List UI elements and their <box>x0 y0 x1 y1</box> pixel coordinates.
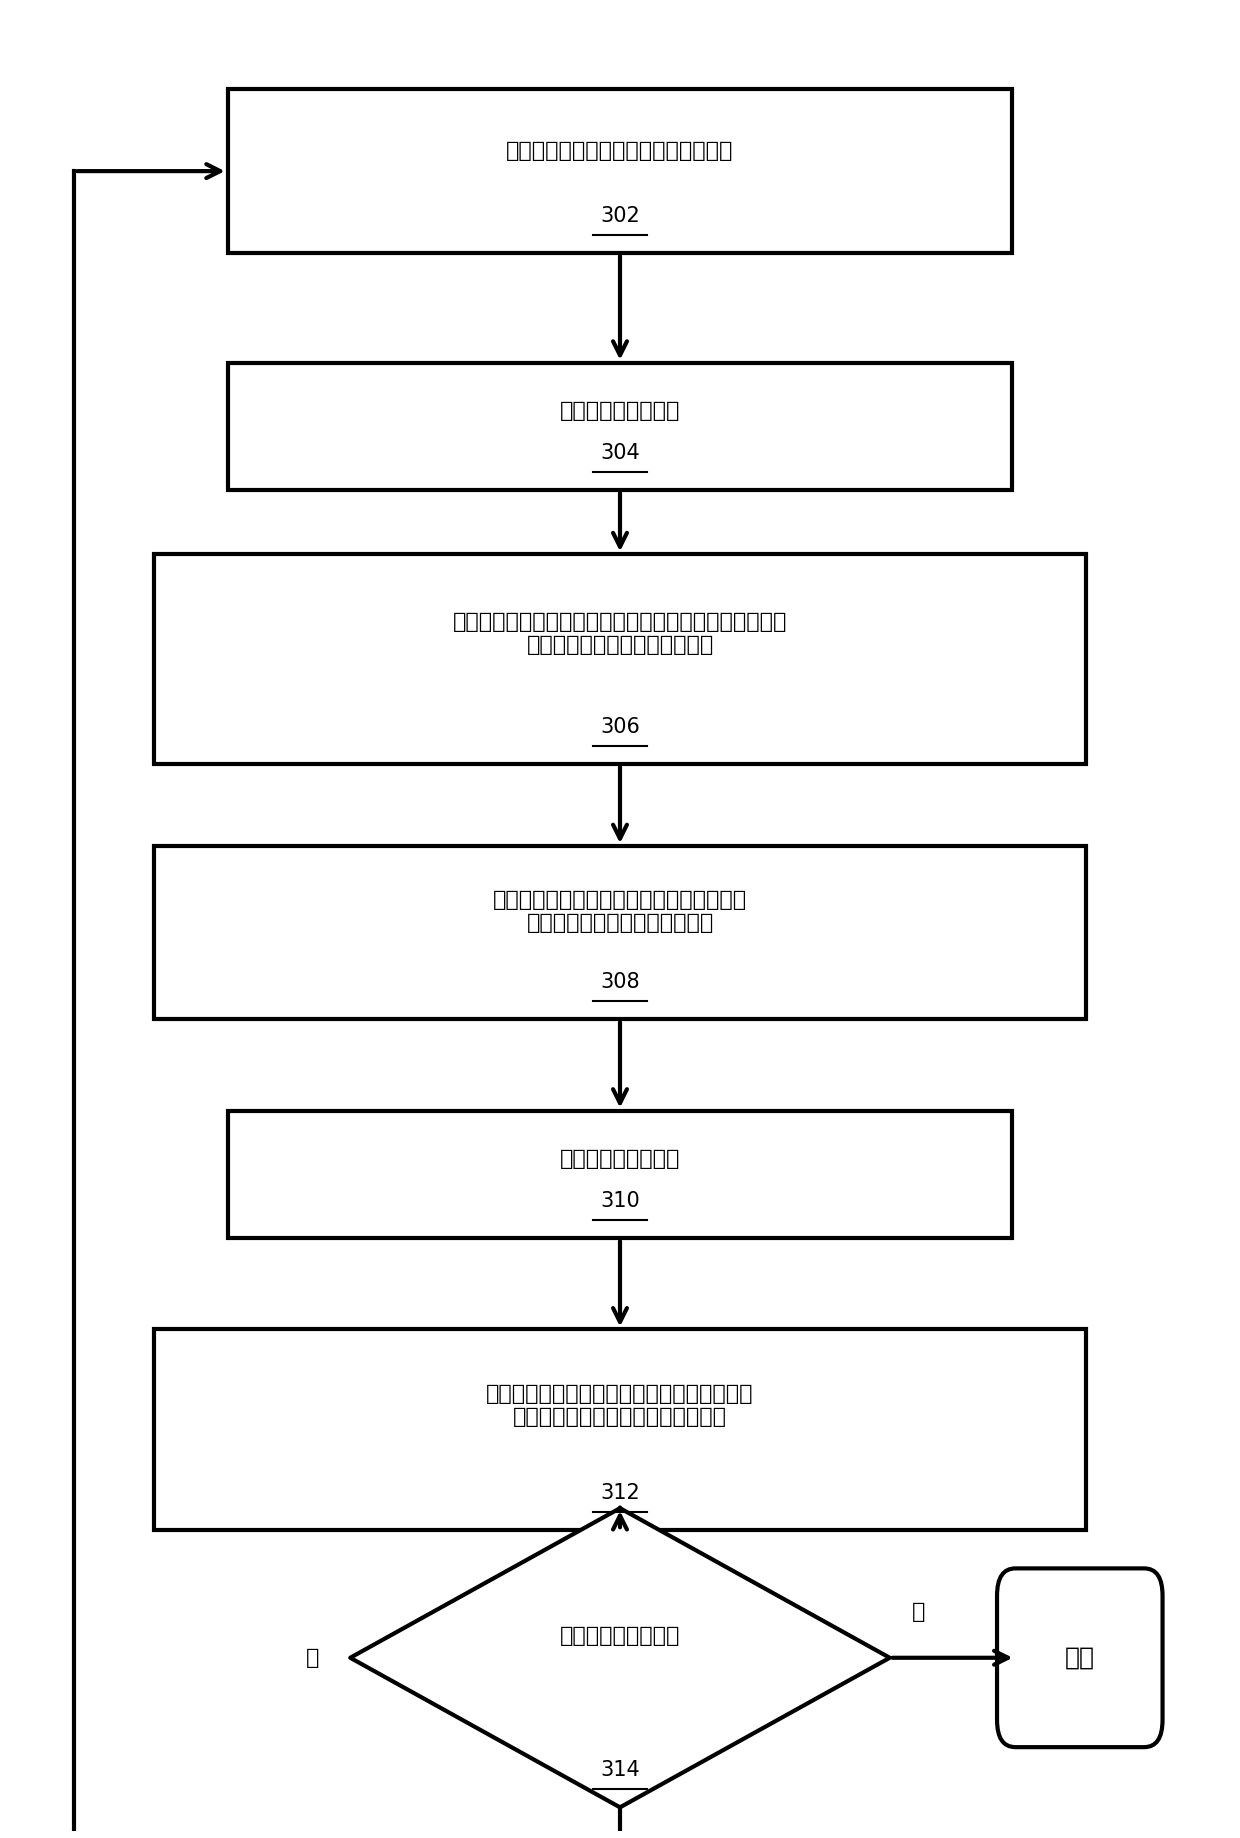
FancyBboxPatch shape <box>228 362 1012 491</box>
FancyBboxPatch shape <box>228 88 1012 254</box>
FancyBboxPatch shape <box>154 845 1086 1020</box>
Text: 否: 否 <box>911 1603 925 1623</box>
Text: 确定邻近信道或同信道上的最佳宏节点的接收导频强度（
例如，测量、接收指示或估计）: 确定邻近信道或同信道上的最佳宏节点的接收导频强度（ 例如，测量、接收指示或估计） <box>453 612 787 656</box>
Text: 308: 308 <box>600 972 640 993</box>
Text: 是: 是 <box>306 1647 320 1667</box>
Text: 302: 302 <box>600 206 640 226</box>
Text: 通过以所确定的发射功率发射信号来进行通信
（例如，与家庭接入终端进行通信）: 通过以所确定的发射功率发射信号来进行通信 （例如，与家庭接入终端进行通信） <box>486 1384 754 1428</box>
Text: 可选地，判断节点是否位于覆盖区域内: 可选地，判断节点是否位于覆盖区域内 <box>506 142 734 162</box>
Text: 可选地，校准发射机: 可选地，校准发射机 <box>559 401 681 421</box>
Text: 306: 306 <box>600 717 640 737</box>
Text: 312: 312 <box>600 1483 640 1503</box>
Text: 310: 310 <box>600 1191 640 1211</box>
Text: 稍后再次执行校准？: 稍后再次执行校准？ <box>559 1627 681 1645</box>
Text: 314: 314 <box>600 1761 640 1779</box>
FancyBboxPatch shape <box>228 1110 1012 1239</box>
Text: 确定发射功率的上限: 确定发射功率的上限 <box>559 1149 681 1169</box>
Polygon shape <box>350 1509 890 1807</box>
FancyBboxPatch shape <box>154 555 1086 765</box>
FancyBboxPatch shape <box>997 1568 1163 1748</box>
Text: 304: 304 <box>600 443 640 463</box>
FancyBboxPatch shape <box>154 1329 1086 1529</box>
Text: 结束: 结束 <box>1065 1645 1095 1669</box>
Text: 确定邻近信道或同信道上的总接收信号强度
（例如，测量强度或接收指示）: 确定邻近信道或同信道上的总接收信号强度 （例如，测量强度或接收指示） <box>494 890 746 934</box>
